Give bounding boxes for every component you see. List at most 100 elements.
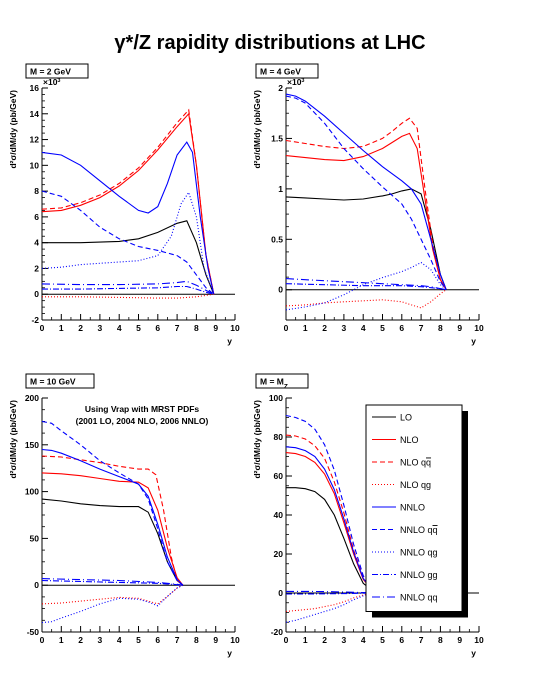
y-tick-label: 4 — [34, 238, 39, 248]
series-line-nnlo-qq — [41, 578, 183, 586]
x-tick-label: 9 — [213, 323, 218, 333]
y-tick-label: 100 — [25, 487, 39, 497]
page-title: γ*/Z rapidity distributions at LHC — [114, 32, 426, 54]
x-tick-label: 7 — [175, 635, 180, 645]
y-tick-label: 12 — [30, 135, 40, 145]
legend-label: LO — [400, 413, 412, 423]
x-tick-label: 2 — [78, 635, 83, 645]
mass-label-box — [255, 63, 319, 79]
y-tick-label: 20 — [274, 549, 284, 559]
series-line-nlo-qg — [42, 293, 214, 299]
x-tick-label: 6 — [155, 323, 160, 333]
y-tick-label: 100 — [269, 393, 283, 403]
x-tick-label: 10 — [474, 323, 484, 333]
x-tick-label: 6 — [399, 635, 404, 645]
legend-label: NNLO — [400, 503, 425, 513]
mass-label: M = 2 GeV — [30, 67, 71, 77]
series-line-nnlo-gg — [41, 579, 183, 586]
series-line-nnlo-qqbar — [285, 95, 447, 291]
series-line-nlo-qg — [285, 592, 383, 613]
y-tick-label: 50 — [30, 533, 40, 543]
y-tick-label: 1 — [278, 184, 283, 194]
series-line-nnlo-gg — [285, 283, 447, 291]
x-tick-label: 8 — [438, 323, 443, 333]
series-line-nlo-qqbar — [285, 117, 447, 290]
legend-label: NNLO gg — [400, 570, 438, 580]
axis-multiplier-exp: 3 — [301, 78, 304, 84]
x-tick-label: 8 — [194, 635, 199, 645]
series-line-nnlo-qqbar — [41, 190, 215, 295]
mass-label-sub: Z — [284, 383, 288, 390]
y-tick-label: -20 — [271, 627, 284, 637]
x-tick-label: 7 — [419, 635, 424, 645]
y-axis-label: d²σ/dM/dy (pb/GeV) — [8, 400, 18, 479]
x-tick-label: 1 — [303, 635, 308, 645]
series-line-nnlo-qg — [41, 191, 215, 295]
x-tick-label: 3 — [98, 323, 103, 333]
x-tick-label: 3 — [342, 323, 347, 333]
series-line-nnlo-qg — [41, 584, 184, 624]
axis-multiplier-exp: 3 — [57, 78, 60, 84]
x-tick-label: 6 — [399, 323, 404, 333]
y-tick-label: 0 — [34, 580, 39, 590]
y-tick-label: 0 — [278, 588, 283, 598]
x-axis-label: y — [227, 648, 232, 658]
series-line-nlo-qqbar — [41, 108, 215, 295]
x-tick-label: 5 — [380, 323, 385, 333]
x-tick-label: 4 — [361, 635, 366, 645]
x-tick-label: 5 — [136, 323, 141, 333]
x-tick-label: 10 — [474, 635, 484, 645]
series-line-nnlo — [41, 141, 215, 295]
series-line-nlo-qg — [41, 584, 184, 605]
y-tick-label: 8 — [34, 186, 39, 196]
series-line-nlo — [285, 132, 447, 290]
series-line-nnlo — [41, 448, 184, 586]
legend-label-bar: q — [426, 458, 431, 468]
series-line-lo — [42, 220, 215, 295]
x-tick-label: 7 — [419, 323, 424, 333]
y-tick-label: 2 — [34, 263, 39, 273]
x-tick-label: 0 — [284, 323, 289, 333]
legend: LO NLO NLO qq NLO qg NNLO NNLO qq NNLO qg NNLO … — [365, 404, 468, 618]
y-tick-label: 150 — [25, 440, 39, 450]
x-tick-label: 6 — [155, 635, 160, 645]
x-tick-label: 2 — [322, 323, 327, 333]
y-tick-label: 0 — [278, 285, 283, 295]
x-tick-label: 10 — [230, 635, 240, 645]
x-tick-label: 2 — [322, 635, 327, 645]
series-line-lo — [285, 188, 447, 290]
series-line-nnlo-qq — [41, 280, 215, 295]
x-tick-label: 3 — [98, 635, 103, 645]
x-tick-label: 3 — [342, 635, 347, 645]
x-tick-label: 1 — [59, 635, 64, 645]
y-tick-label: 6 — [34, 212, 39, 222]
x-tick-label: 1 — [59, 323, 64, 333]
x-tick-label: 9 — [457, 635, 462, 645]
legend-label: NLO — [400, 435, 419, 445]
x-axis-label: y — [471, 336, 476, 346]
series-line-nnlo-qg — [285, 261, 447, 311]
annotation-line: Using Vrap with MRST PDFs — [85, 404, 200, 414]
x-axis-label: y — [471, 648, 476, 658]
annotation-line: (2001 LO, 2004 NLO, 2006 NNLO) — [76, 416, 209, 426]
x-tick-label: 0 — [284, 635, 289, 645]
mass-label: M = 10 GeV — [30, 377, 76, 387]
x-tick-label: 0 — [40, 323, 45, 333]
series-line-nlo-qqbar — [41, 455, 184, 586]
x-tick-label: 5 — [136, 635, 141, 645]
x-tick-label: 0 — [40, 635, 45, 645]
legend-label: NNLO qq — [400, 525, 438, 535]
mass-label: M = 4 GeV — [260, 67, 301, 77]
series-line-nnlo-gg — [42, 285, 214, 295]
series-line-lo — [41, 498, 184, 586]
y-tick-label: -2 — [31, 315, 39, 325]
legend-label: NLO qg — [400, 480, 431, 490]
y-tick-label: 2 — [278, 83, 283, 93]
mass-label-box — [25, 373, 95, 389]
x-tick-label: 4 — [117, 323, 122, 333]
x-tick-label: 7 — [175, 323, 180, 333]
x-tick-label: 1 — [303, 323, 308, 333]
y-axis-label: d²σ/dM/dy (pb/GeV) — [252, 90, 262, 169]
